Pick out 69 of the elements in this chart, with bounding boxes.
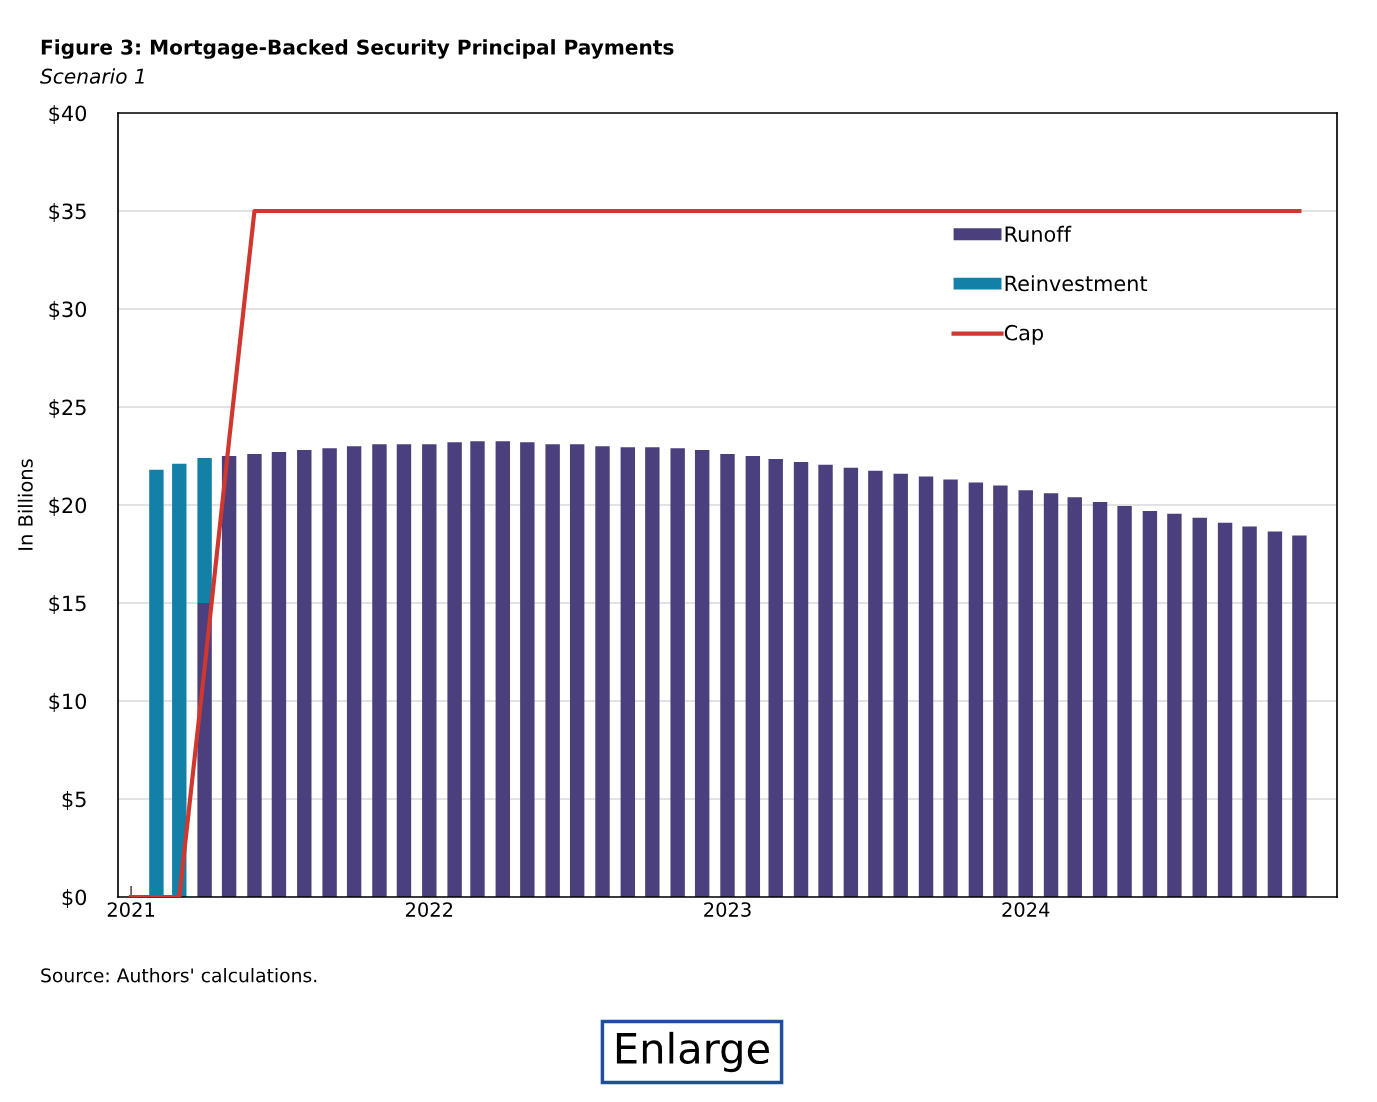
bar: [569, 444, 585, 897]
chart-title: Figure 3: Mortgage-Backed Security Principal Payments: [41, 39, 674, 59]
bar: [372, 444, 387, 897]
bar: [745, 456, 761, 897]
bar: [1043, 493, 1059, 897]
bar: [149, 469, 164, 897]
bar: [694, 450, 710, 897]
x-tick-label: 2023: [704, 902, 751, 917]
y-tick-label: $5: [62, 791, 86, 810]
line-series: [128, 208, 1302, 897]
y-tick-label: $35: [49, 203, 86, 222]
y-tick-label: $0: [62, 889, 87, 908]
bar: [1292, 535, 1307, 897]
bar: [893, 473, 908, 897]
bar: [818, 464, 833, 897]
bar: [1018, 490, 1033, 897]
bar: [197, 457, 212, 603]
bar: [346, 446, 362, 897]
y-tick-label: $30: [49, 301, 87, 320]
x-tick-label: 2021: [107, 902, 155, 917]
y-tick-label: $10: [49, 693, 87, 712]
bar: [868, 470, 883, 897]
bar: [620, 447, 636, 897]
bar: [322, 448, 337, 897]
y-tick-label: $40: [49, 105, 87, 124]
bar: [993, 485, 1008, 897]
bar: [271, 452, 287, 897]
bar: [768, 458, 783, 897]
source-note: Source: Authors' calculations.: [41, 967, 317, 983]
bar: [447, 442, 462, 897]
legend-label: Reinvestment: [1005, 275, 1148, 292]
bar: [1267, 531, 1283, 897]
bar: [595, 446, 610, 897]
bar: [1217, 522, 1233, 897]
bar: [396, 444, 412, 897]
bar: [1142, 510, 1158, 897]
chart-subtitle: Scenario 1: [40, 68, 144, 84]
bar: [470, 441, 485, 897]
y-tick-label: $15: [49, 595, 86, 614]
bar: [918, 476, 934, 897]
y-tick-label: $25: [49, 399, 86, 418]
bar: [495, 441, 511, 897]
bar: [1242, 526, 1257, 897]
bar: [172, 463, 187, 897]
bar: [645, 447, 660, 897]
bar: [1117, 505, 1132, 897]
bar: [1092, 502, 1108, 897]
legend-label: Runoff: [1005, 225, 1072, 242]
bar: [943, 479, 958, 897]
bar: [247, 454, 262, 897]
x-tick-label: 2022: [405, 902, 453, 917]
y-tick-label: $20: [49, 497, 87, 516]
bar: [793, 461, 809, 897]
x-tick-label: 2024: [1002, 902, 1050, 917]
bar: [968, 482, 984, 897]
bar: [1192, 517, 1207, 897]
bar: [670, 448, 685, 897]
legend-label: Cap: [1004, 324, 1043, 345]
bar: [545, 444, 560, 897]
bar: [297, 450, 312, 897]
bar: [520, 442, 535, 897]
bar: [720, 454, 735, 897]
bar: [1067, 497, 1082, 897]
bar: [221, 456, 237, 897]
bar: [1167, 513, 1182, 897]
bar: [843, 467, 859, 897]
bar: [422, 444, 437, 897]
y-axis-title: In Billions: [17, 459, 33, 550]
text: Enlarge: [616, 1031, 769, 1073]
